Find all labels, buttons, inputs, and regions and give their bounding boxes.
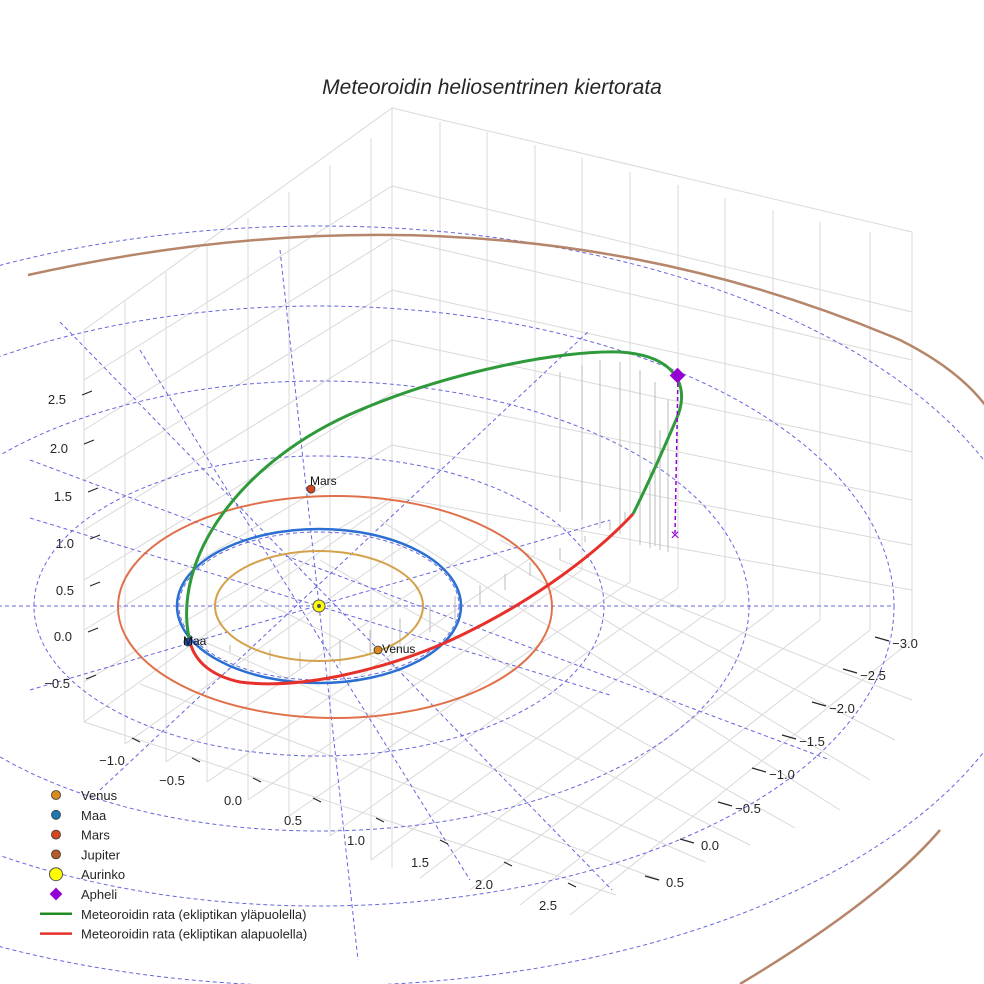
x-axis-ticks: −1.0 −0.5 0.0 0.5 1.0 1.5 2.0 2.5 [99, 753, 557, 913]
grid-line [83, 107, 393, 683]
venus-orbit [214, 550, 424, 662]
x-tick-mark [567, 882, 577, 888]
x-tick-label: 1.5 [411, 855, 429, 870]
ecliptic-radial [139, 349, 471, 881]
z-tick-label: 1.5 [54, 489, 72, 504]
x-tick-label: 1.0 [347, 833, 365, 848]
venus-point [373, 645, 383, 655]
legend-label: Apheli [81, 887, 117, 902]
legend-marker [49, 887, 63, 901]
z-tick-label: 0.0 [54, 629, 72, 644]
legend-label: Maa [81, 808, 107, 823]
legend-marker [51, 809, 61, 820]
x-tick-mark [252, 777, 262, 783]
mars-orbit [117, 495, 553, 719]
legend-label: Meteoroidin rata (ekliptikan alapuolella… [81, 927, 307, 942]
z-tick-mark [89, 581, 101, 587]
y-tick-mark [644, 875, 660, 881]
y-tick-mark [751, 767, 767, 773]
grid-line [83, 519, 913, 896]
axes-grid [83, 107, 913, 916]
z-tick-mark [81, 390, 93, 396]
legend-label: Aurinko [81, 867, 125, 882]
meteoroid-orbit-above [185, 350, 684, 643]
z-tick-mark [87, 487, 99, 493]
sun [312, 599, 326, 613]
x-tick-label: −1.0 [99, 753, 125, 768]
legend-label: Meteoroidin rata (ekliptikan yläpuolella… [81, 907, 306, 922]
z-tick-mark [83, 439, 95, 445]
mars-label: Mars [310, 474, 337, 488]
x-tick-label: 0.5 [284, 813, 302, 828]
legend-marker [51, 790, 61, 800]
y-tick-mark [717, 801, 733, 807]
x-tick-label: 2.5 [539, 898, 557, 913]
legend-marker [51, 829, 61, 840]
z-axis-ticks: −0.5 0.0 0.5 1.0 1.5 2.0 2.5 [44, 392, 74, 691]
ecliptic-ring [0, 305, 895, 907]
y-tick-label: −3.0 [892, 636, 918, 651]
y-tick-mark [842, 668, 858, 674]
ecliptic-radial [59, 321, 613, 891]
x-tick-mark [191, 757, 201, 763]
x-tick-label: −0.5 [159, 773, 185, 788]
x-tick-mark [439, 839, 449, 845]
ecliptic-radial [99, 329, 591, 791]
z-tick-label: 2.0 [50, 441, 68, 456]
earth-point [183, 637, 193, 647]
jupiter-orbit [27, 233, 984, 984]
y-tick-label: −2.5 [860, 668, 886, 683]
y-tick-label: −0.5 [735, 801, 761, 816]
z-tick-mark [87, 627, 99, 633]
y-tick-mark [679, 838, 695, 844]
z-tick-label: 0.5 [56, 583, 74, 598]
y-tick-label: −2.0 [829, 701, 855, 716]
grid-line [391, 107, 913, 591]
x-tick-mark [131, 737, 141, 743]
y-tick-mark [781, 734, 797, 740]
legend-marker [49, 867, 63, 882]
legend-label: Venus [81, 788, 118, 803]
legend-label: Mars [81, 828, 110, 843]
x-tick-label: 0.0 [224, 793, 242, 808]
x-tick-mark [375, 817, 385, 823]
earth-label: Maa [183, 634, 207, 648]
ecliptic-ring [0, 225, 984, 984]
jupiter-orbit-path [27, 233, 984, 984]
z-tick-mark [89, 534, 101, 540]
y-tick-label: −1.5 [799, 734, 825, 749]
z-tick-label: 1.0 [56, 536, 74, 551]
y-tick-mark [874, 636, 890, 642]
y-tick-label: 0.0 [701, 838, 719, 853]
grid-line [83, 108, 393, 868]
aphelion-projection-marker: × [670, 527, 679, 544]
x-tick-label: 2.0 [475, 877, 493, 892]
legend-label: Jupiter [81, 847, 121, 862]
grid-line [83, 499, 913, 916]
meteoroid-orbit-below [188, 512, 635, 686]
x-tick-mark [312, 797, 322, 803]
z-tick-mark [85, 674, 97, 680]
z-tick-label: −0.5 [44, 676, 70, 691]
aphelion-drop-line [674, 375, 679, 534]
z-tick-label: 2.5 [48, 392, 66, 407]
chart-title: Meteoroidin heliosentrinen kiertorata [322, 76, 662, 99]
legend: Venus Maa Mars Jupiter Aurinko Apheli Meteoroi… [40, 788, 307, 942]
y-axis-ticks: −3.0 −2.5 −2.0 −1.5 −1.0 −0.5 0.0 0.5 [666, 636, 918, 890]
earth-orbit [175, 527, 463, 685]
y-tick-label: 0.5 [666, 875, 684, 890]
y-tick-label: −1.0 [769, 767, 795, 782]
legend-marker [51, 849, 61, 860]
mars-point [306, 484, 316, 494]
axis-ticks [81, 390, 890, 888]
venus-label: Venus [382, 642, 415, 656]
ecliptic-ring [33, 455, 605, 757]
x-tick-mark [503, 861, 513, 867]
y-tick-mark [811, 701, 827, 707]
